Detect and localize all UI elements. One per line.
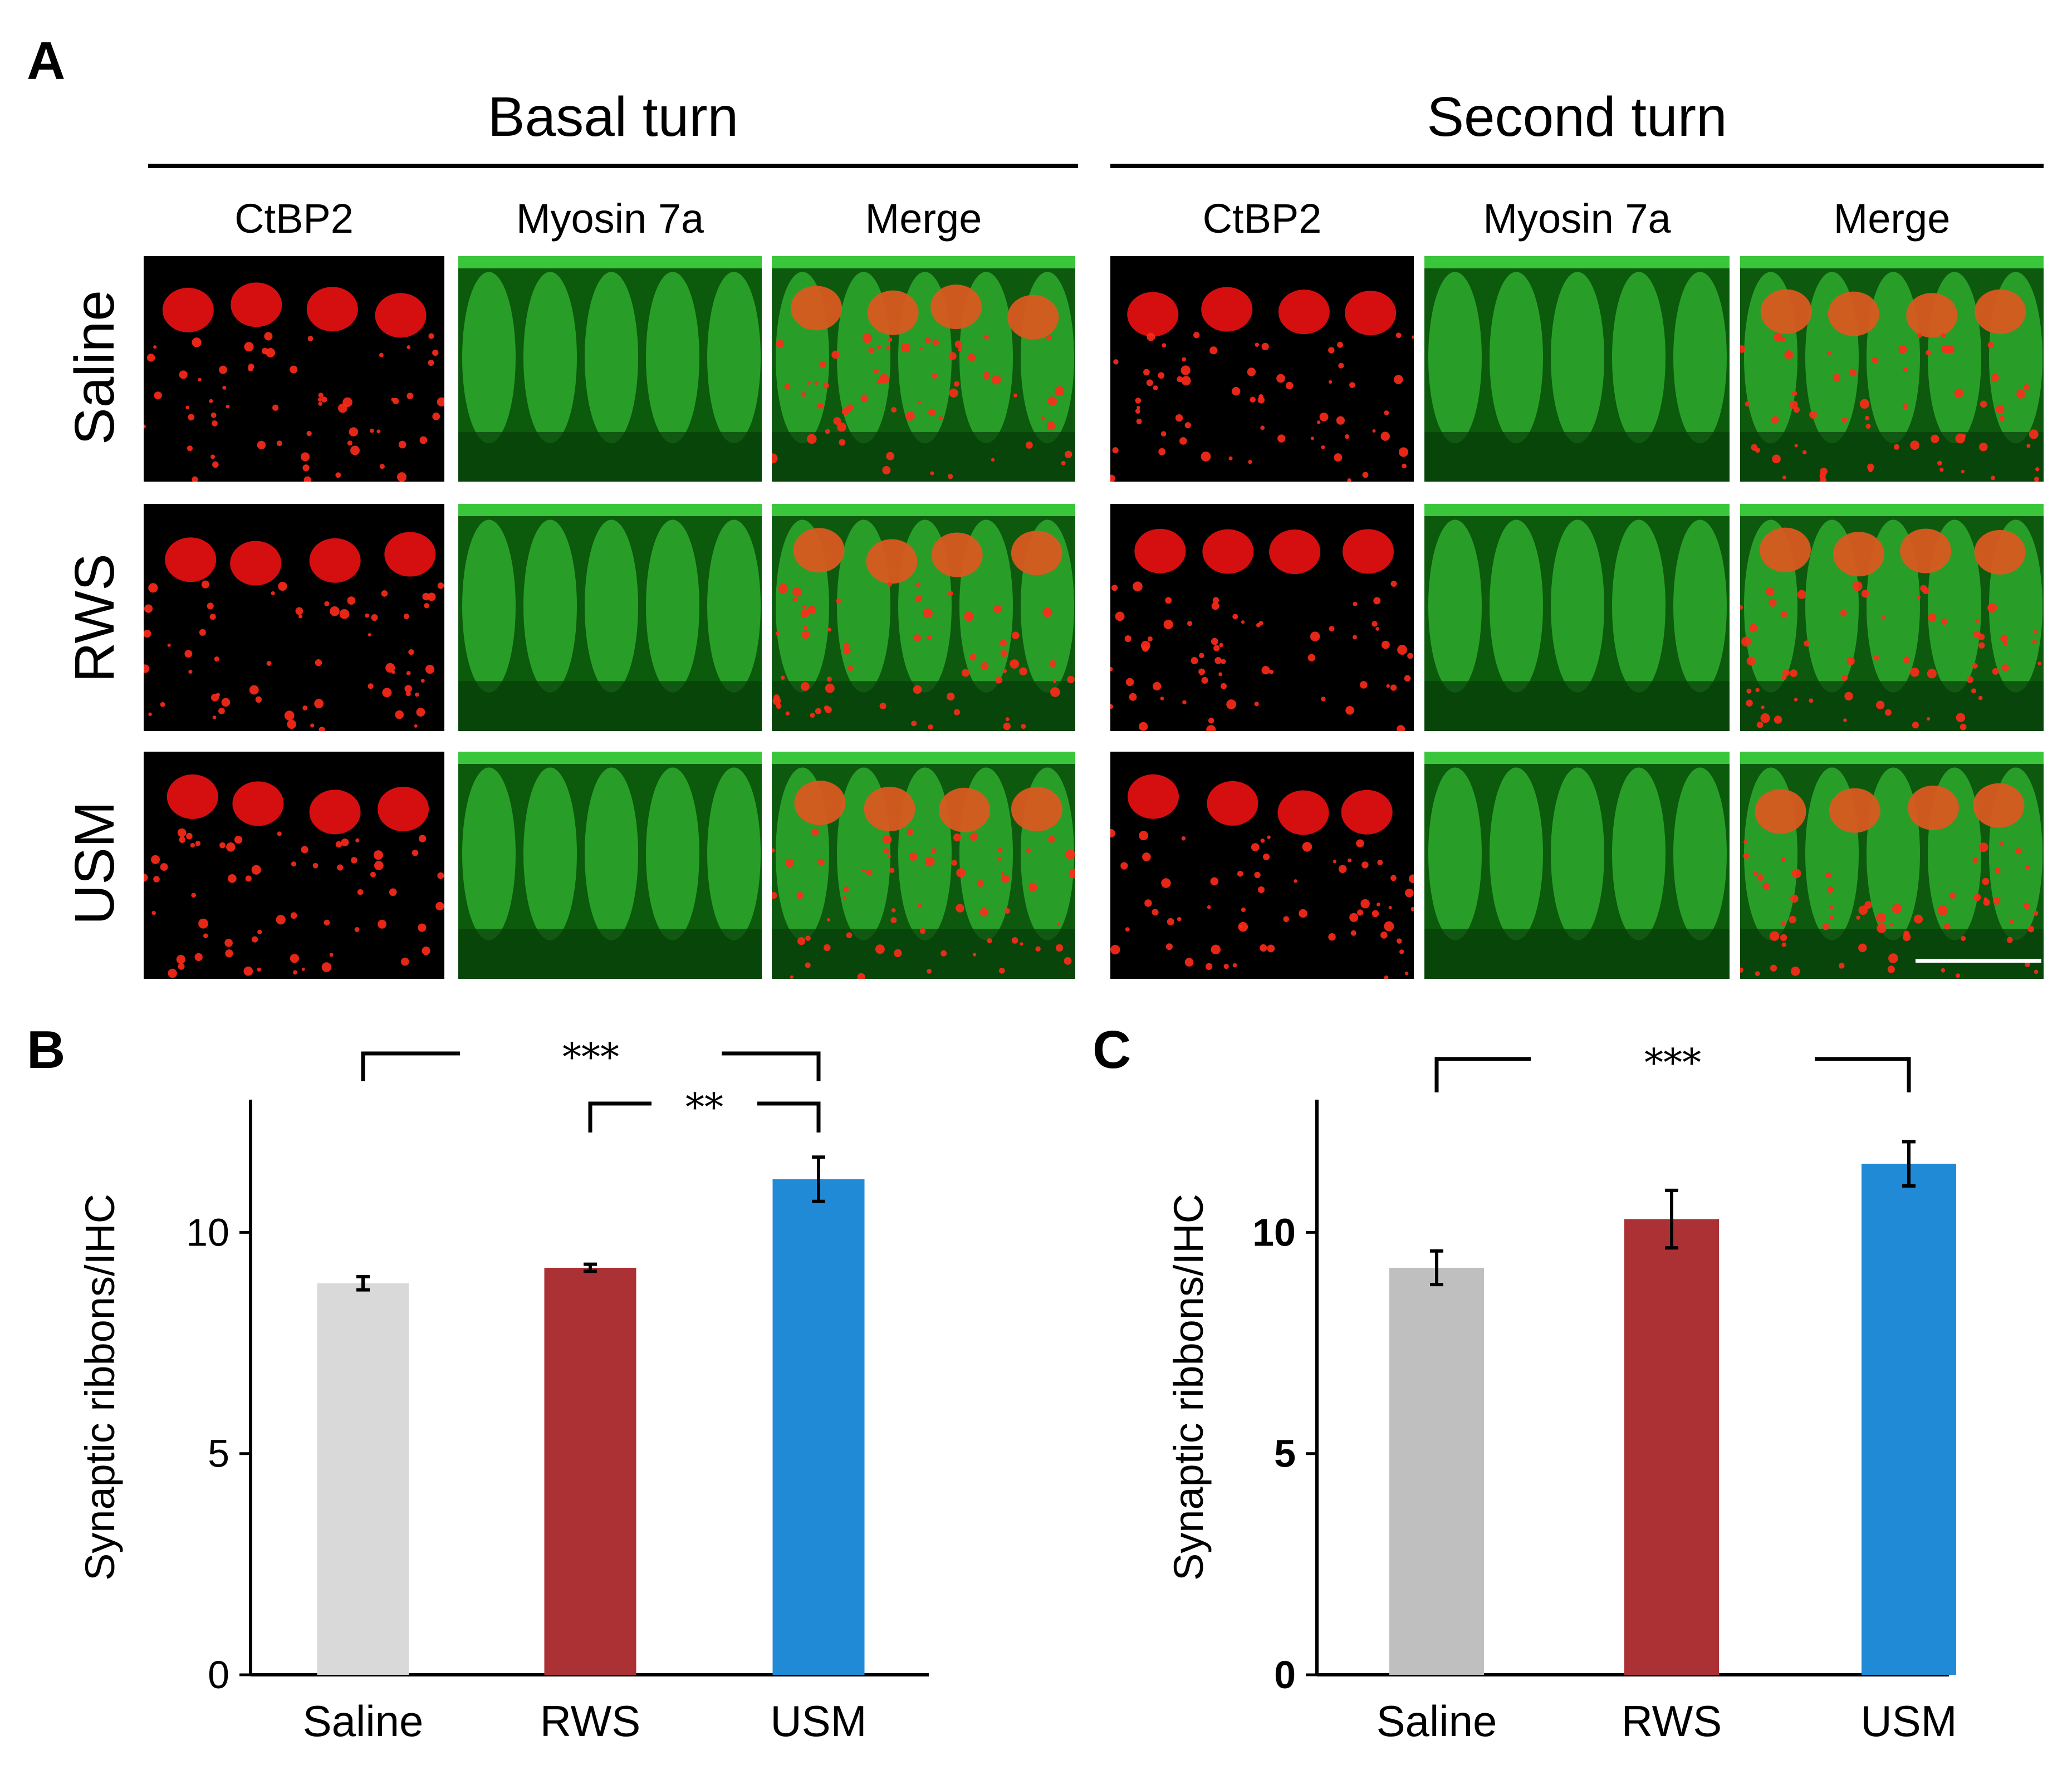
- y-tick-label: 0: [1274, 1653, 1296, 1697]
- micrograph-second-usm-green-myosin-stain: [1424, 752, 1730, 979]
- micrograph-second-rws-green-myosin-stain: [1424, 504, 1730, 731]
- micrograph-basal-usm-green-myosin-stain: [458, 752, 762, 979]
- micrograph-basal-usm-red-ribbon-stain: [144, 752, 444, 979]
- micrograph-basal-saline-merged-stain: [772, 256, 1075, 482]
- significance-bracket: [588, 1101, 652, 1132]
- micrograph-second-usm-red-ribbon-stain: [1110, 752, 1414, 979]
- significance-label: ***: [1644, 1041, 1701, 1085]
- second-turn-rule: [1110, 164, 2044, 168]
- second-turn-title: Second turn: [1427, 86, 1727, 148]
- bar-chart-b: 0 5 10 Synaptic ribbons/IHC Saline RWS USM *** *…: [77, 1036, 929, 1746]
- panel-c-letter: C: [1093, 1020, 1131, 1080]
- micrograph-basal-saline-green-myosin-stain: [458, 256, 762, 482]
- significance-bracket: [1434, 1057, 1531, 1092]
- y-tick-label: 10: [1252, 1210, 1296, 1254]
- basal-turn-title: Basal turn: [487, 86, 739, 148]
- micrograph-basal-rws-red-ribbon-stain: [144, 504, 444, 731]
- significance-bracket: [722, 1051, 821, 1081]
- bar: [1389, 1267, 1484, 1675]
- col-label-basal-myosin: Myosin 7a: [516, 195, 704, 242]
- x-tick-label: Saline: [303, 1697, 424, 1746]
- micrograph-basal-rws-green-myosin-stain: [458, 504, 762, 731]
- x-tick-label: RWS: [540, 1697, 641, 1746]
- col-label-basal-ctbp2: CtBP2: [234, 195, 354, 242]
- col-label-second-myosin: Myosin 7a: [1483, 195, 1671, 242]
- col-label-second-ctbp2: CtBP2: [1202, 195, 1322, 242]
- bar: [317, 1283, 409, 1675]
- micrograph-second-saline-red-ribbon-stain: [1110, 256, 1414, 482]
- significance-label: **: [685, 1086, 723, 1130]
- bar: [1862, 1164, 1956, 1675]
- micrograph-basal-saline-red-ribbon-stain: [144, 256, 444, 482]
- bar: [1624, 1219, 1719, 1675]
- y-tick-label: 0: [208, 1653, 229, 1697]
- micrograph-second-saline-merged-stain: [1740, 256, 2044, 482]
- col-label-second-merge: Merge: [1833, 195, 1951, 242]
- y-tick-label: 5: [1274, 1432, 1296, 1475]
- panel-b-letter: B: [27, 1020, 66, 1080]
- micrograph-basal-rws-merged-stain: [772, 504, 1075, 731]
- scale-bar: [1916, 959, 2041, 963]
- y-tick-label: 10: [186, 1210, 229, 1254]
- basal-turn-rule: [148, 164, 1078, 168]
- significance-bracket: [1815, 1057, 1911, 1092]
- micrograph-second-saline-green-myosin-stain: [1424, 256, 1730, 482]
- significance-label: ***: [562, 1036, 619, 1080]
- micrograph-basal-usm-merged-stain: [772, 752, 1075, 979]
- y-axis-label: Synaptic ribbons/IHC: [77, 1194, 123, 1581]
- col-label-basal-merge: Merge: [865, 195, 982, 242]
- micrograph-second-rws-red-ribbon-stain: [1110, 504, 1414, 731]
- panel-a-letter: A: [27, 31, 66, 91]
- x-tick-label: USM: [770, 1697, 866, 1746]
- micrograph-second-rws-merged-stain: [1740, 504, 2044, 731]
- y-tick-label: 5: [208, 1432, 229, 1475]
- x-tick-label: USM: [1860, 1697, 1957, 1746]
- significance-bracket: [361, 1051, 460, 1081]
- significance-bracket: [757, 1101, 821, 1132]
- x-tick-label: RWS: [1622, 1697, 1722, 1746]
- bar: [544, 1267, 636, 1675]
- x-tick-label: Saline: [1377, 1697, 1497, 1746]
- micrograph-second-usm-merged-stain: [1740, 752, 2044, 979]
- y-axis-label: Synaptic ribbons/IHC: [1165, 1194, 1212, 1581]
- bar: [772, 1179, 865, 1675]
